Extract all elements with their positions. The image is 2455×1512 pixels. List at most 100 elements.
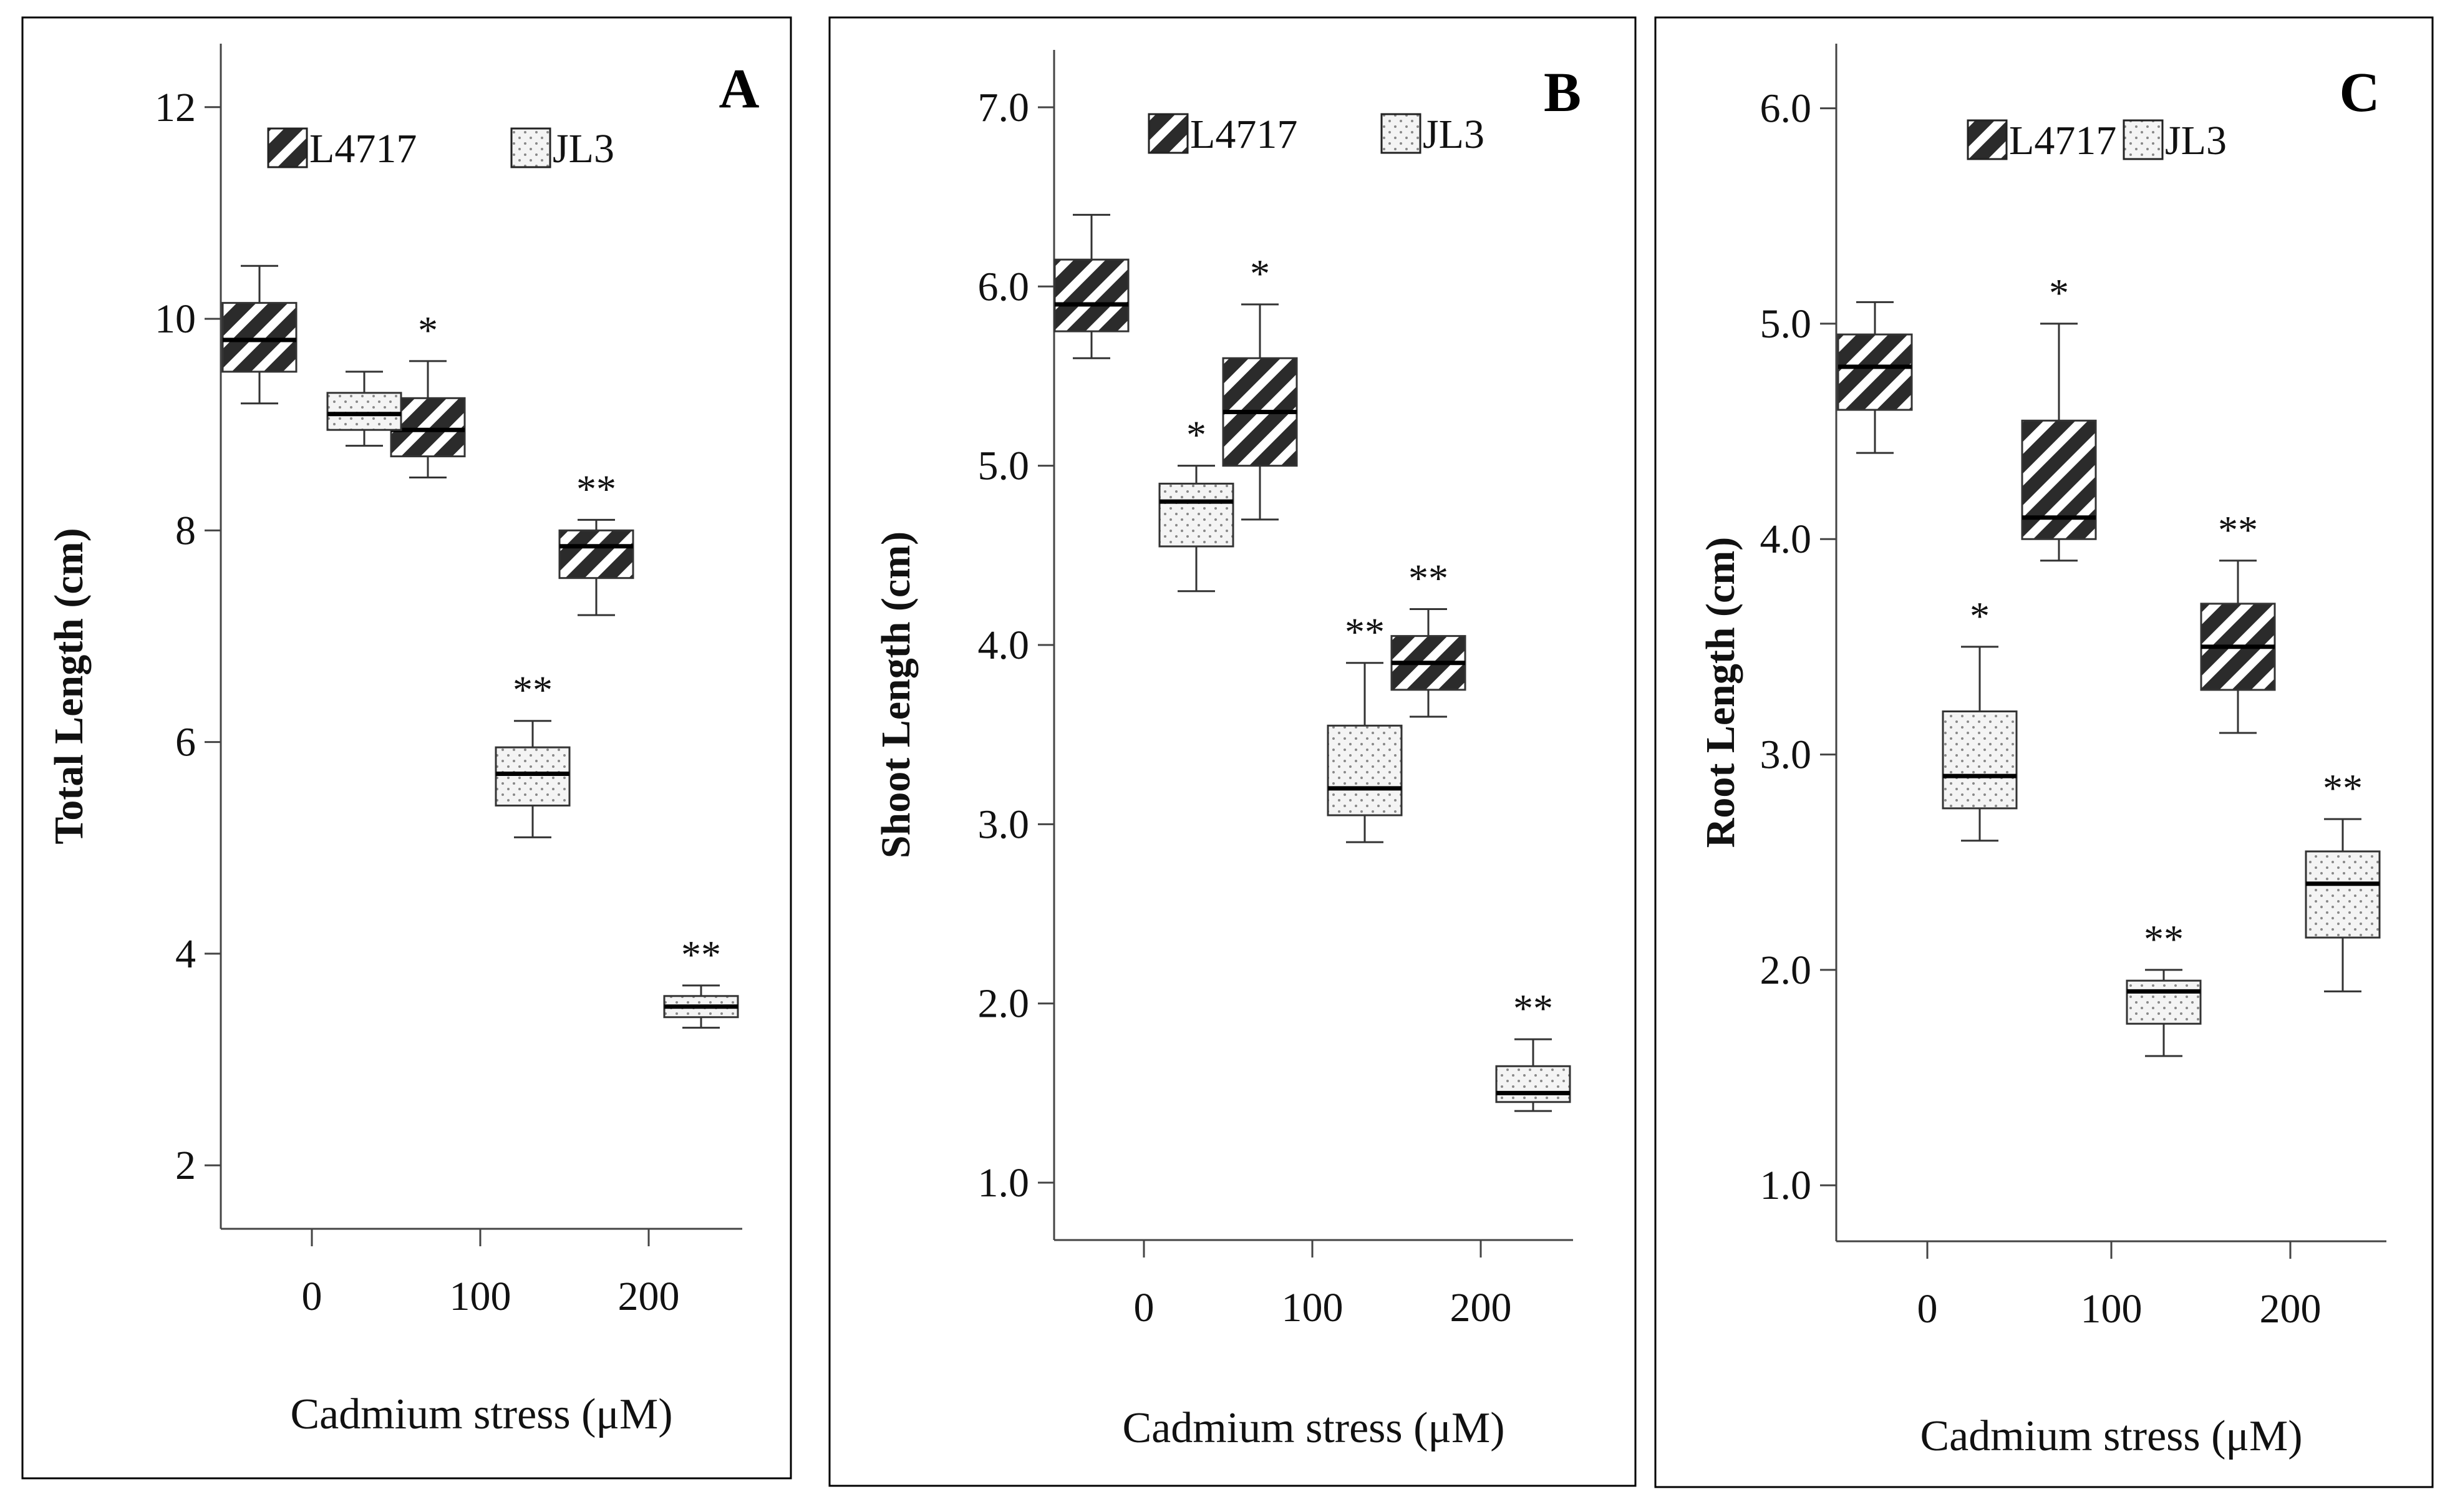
y-axis-title: Root Length (cm) bbox=[1698, 537, 1743, 848]
x-tick-label: 100 bbox=[450, 1274, 511, 1319]
legend-swatch-l4717 bbox=[1148, 113, 1189, 154]
box-body bbox=[1158, 482, 1234, 548]
box-l4717-0 bbox=[1837, 301, 1913, 454]
box-l4717-200: ** bbox=[558, 467, 634, 616]
significance-marker: ** bbox=[2144, 917, 2184, 961]
y-tick-label: 7.0 bbox=[978, 85, 1030, 130]
y-tick-label: 12 bbox=[155, 85, 196, 130]
legend-swatch-jl3 bbox=[510, 127, 551, 168]
box-jl3-200: ** bbox=[663, 933, 739, 1029]
box-body bbox=[2021, 419, 2097, 540]
legend-label-jl3: JL3 bbox=[2165, 118, 2227, 163]
box-jl3-100: ** bbox=[495, 668, 571, 838]
box-body bbox=[558, 529, 634, 579]
box-jl3-200: ** bbox=[1495, 986, 1571, 1112]
box-body bbox=[1053, 258, 1130, 332]
box-jl3-200: ** bbox=[2305, 766, 2381, 992]
box-body bbox=[1327, 724, 1403, 817]
y-axis-title: Shoot Length (cm) bbox=[873, 531, 919, 858]
x-tick-label: 100 bbox=[2081, 1286, 2143, 1332]
box-body bbox=[495, 746, 571, 807]
legend-label-jl3: JL3 bbox=[553, 126, 614, 172]
y-tick-label: 3.0 bbox=[1760, 732, 1812, 778]
box-body bbox=[1837, 333, 1913, 411]
box-l4717-100: * bbox=[2021, 271, 2097, 562]
significance-marker: ** bbox=[513, 668, 553, 712]
box-body bbox=[326, 392, 402, 431]
legend-swatch-jl3 bbox=[2123, 119, 2164, 160]
box-jl3-0: * bbox=[1942, 594, 2018, 842]
panel-frame bbox=[21, 16, 792, 1480]
x-tick-label: 0 bbox=[1917, 1286, 1938, 1332]
x-axis-title: Cadmium stress (μM) bbox=[1920, 1412, 2302, 1460]
y-tick-label: 10 bbox=[155, 296, 196, 342]
box-l4717-0 bbox=[1053, 213, 1130, 359]
box-jl3-100: ** bbox=[1327, 610, 1403, 843]
box-body bbox=[390, 397, 466, 458]
box-jl3-0 bbox=[326, 371, 402, 447]
x-axis-title: Cadmium stress (μM) bbox=[1122, 1404, 1504, 1452]
y-tick-label: 1.0 bbox=[1760, 1163, 1812, 1208]
box-body bbox=[221, 302, 298, 373]
box-l4717-200: ** bbox=[1390, 556, 1466, 718]
x-tick-label: 200 bbox=[618, 1274, 680, 1319]
significance-marker: ** bbox=[681, 933, 721, 977]
box-jl3-0: * bbox=[1158, 413, 1234, 593]
y-tick-label: 5.0 bbox=[1760, 301, 1812, 347]
y-tick-label: 1.0 bbox=[978, 1160, 1030, 1206]
significance-marker: ** bbox=[576, 467, 616, 511]
y-tick-label: 2.0 bbox=[1760, 947, 1812, 993]
panel-letter: C bbox=[2340, 62, 2380, 124]
y-tick-label: 6 bbox=[175, 720, 196, 765]
significance-marker: ** bbox=[2323, 766, 2363, 810]
box-body bbox=[2126, 979, 2202, 1025]
x-tick-label: 0 bbox=[1134, 1285, 1155, 1330]
x-tick-label: 100 bbox=[1282, 1285, 1344, 1330]
significance-marker: ** bbox=[1513, 986, 1553, 1030]
y-tick-label: 6.0 bbox=[978, 264, 1030, 309]
y-tick-label: 2 bbox=[175, 1143, 196, 1188]
box-body bbox=[1495, 1065, 1571, 1103]
y-tick-label: 6.0 bbox=[1760, 86, 1812, 132]
panel-b: 1.0 2.0 3.0 4.0 5.0 6.0 7.0 0 100 200 Cadmium stre… bbox=[828, 16, 1637, 1487]
legend-swatch-l4717 bbox=[267, 127, 308, 168]
significance-marker: ** bbox=[1408, 556, 1448, 601]
x-tick-label: 200 bbox=[2260, 1286, 2322, 1332]
box-body bbox=[2305, 850, 2381, 939]
y-axis-title: Total Length (cm) bbox=[46, 528, 92, 844]
significance-marker: * bbox=[1970, 594, 1990, 638]
x-axis-title: Cadmium stress (μM) bbox=[290, 1390, 672, 1438]
x-tick-label: 200 bbox=[1450, 1285, 1512, 1330]
legend-swatch-jl3 bbox=[1380, 113, 1421, 154]
significance-marker: * bbox=[1250, 251, 1270, 296]
x-tick-label: 0 bbox=[302, 1274, 322, 1319]
significance-marker: ** bbox=[2218, 508, 2258, 552]
y-tick-label: 4.0 bbox=[978, 623, 1030, 668]
y-tick-label: 8 bbox=[175, 508, 196, 553]
significance-marker: * bbox=[418, 308, 438, 352]
legend-label-l4717: L4717 bbox=[1190, 112, 1297, 157]
significance-marker: * bbox=[2049, 271, 2069, 315]
significance-marker: * bbox=[1186, 413, 1206, 457]
y-tick-label: 4.0 bbox=[1760, 516, 1812, 562]
box-l4717-100: * bbox=[390, 308, 466, 479]
box-jl3-100: ** bbox=[2126, 917, 2202, 1057]
legend-label-l4717: L4717 bbox=[2009, 118, 2116, 163]
legend-label-l4717: L4717 bbox=[309, 126, 417, 172]
y-tick-label: 4 bbox=[175, 931, 196, 977]
legend-swatch-l4717 bbox=[1967, 119, 2008, 160]
box-body bbox=[1942, 710, 2018, 810]
panel-a: 2 4 6 8 10 12 0 100 200 Cadmium stress (μM) Total … bbox=[21, 16, 792, 1480]
panel-letter: A bbox=[719, 58, 760, 120]
y-tick-label: 3.0 bbox=[978, 802, 1030, 847]
y-tick-label: 2.0 bbox=[978, 981, 1030, 1027]
panel-frame bbox=[828, 16, 1637, 1487]
box-l4717-200: ** bbox=[2200, 508, 2276, 734]
y-tick-label: 5.0 bbox=[978, 443, 1030, 489]
box-l4717-100: * bbox=[1222, 251, 1298, 521]
panel-c: 1.0 2.0 3.0 4.0 5.0 6.0 0 100 200 Cadmium stress … bbox=[1654, 16, 2434, 1488]
panel-letter: B bbox=[1544, 62, 1581, 124]
box-l4717-0 bbox=[221, 264, 298, 405]
significance-marker: ** bbox=[1345, 610, 1385, 654]
